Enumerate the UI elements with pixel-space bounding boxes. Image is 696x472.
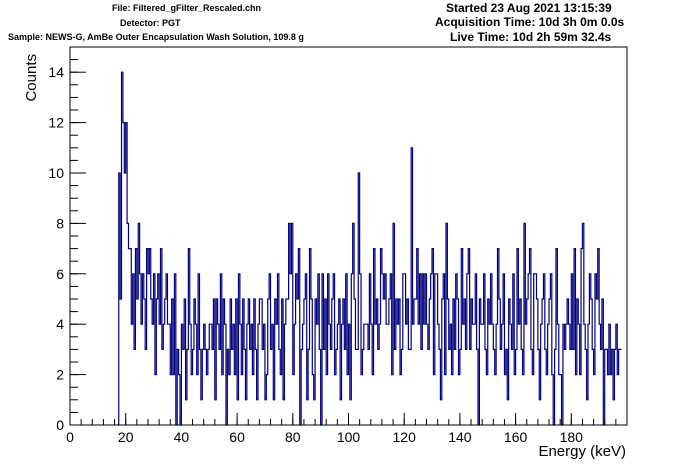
y-tick-label: 12 (48, 115, 64, 131)
y-minor-ticks (70, 46, 78, 426)
x-tick-label: 140 (448, 429, 472, 445)
x-tick-label: 40 (174, 429, 190, 445)
plot-frame (69, 46, 628, 426)
y-tick-label: 4 (56, 316, 64, 332)
x-tick-label: 60 (229, 429, 245, 445)
acquisition-time-label: Acquisition Time: 10d 3h 0m 0.0s (435, 15, 625, 29)
sample-label: Sample: NEWS-G, AmBe Outer Encapsulation… (8, 32, 304, 42)
y-tick-label: 6 (56, 266, 64, 282)
x-tick-label: 0 (66, 429, 74, 445)
live-time-label: Live Time: 10d 2h 59m 32.4s (450, 30, 612, 44)
y-tick-label: 0 (56, 417, 64, 433)
x-axis-title: Energy (keV) (538, 443, 626, 460)
x-tick-label: 180 (560, 429, 584, 445)
spectrum-histogram-line (117, 71, 622, 426)
x-tick-label: 80 (285, 429, 301, 445)
detector-label: Detector: PGT (120, 18, 181, 28)
file-name-label: File: Filtered_gFilter_Rescaled.chn (112, 3, 262, 13)
x-tick-label: 100 (337, 429, 361, 445)
y-tick-labels: 0 2 4 6 8 10 12 14 (48, 64, 64, 433)
y-tick-label: 10 (48, 165, 64, 181)
x-tick-label: 160 (504, 429, 528, 445)
y-tick-label: 2 (56, 367, 64, 383)
start-time-label: Started 23 Aug 2021 13:15:39 (446, 1, 612, 15)
x-tick-labels: 0 20 40 60 80 100 120 140 160 180 (66, 429, 583, 445)
x-tick-label: 120 (393, 429, 417, 445)
x-tick-label: 20 (118, 429, 134, 445)
y-axis-title: Counts (23, 54, 40, 102)
y-tick-label: 14 (48, 64, 64, 80)
y-tick-label: 8 (56, 215, 64, 231)
